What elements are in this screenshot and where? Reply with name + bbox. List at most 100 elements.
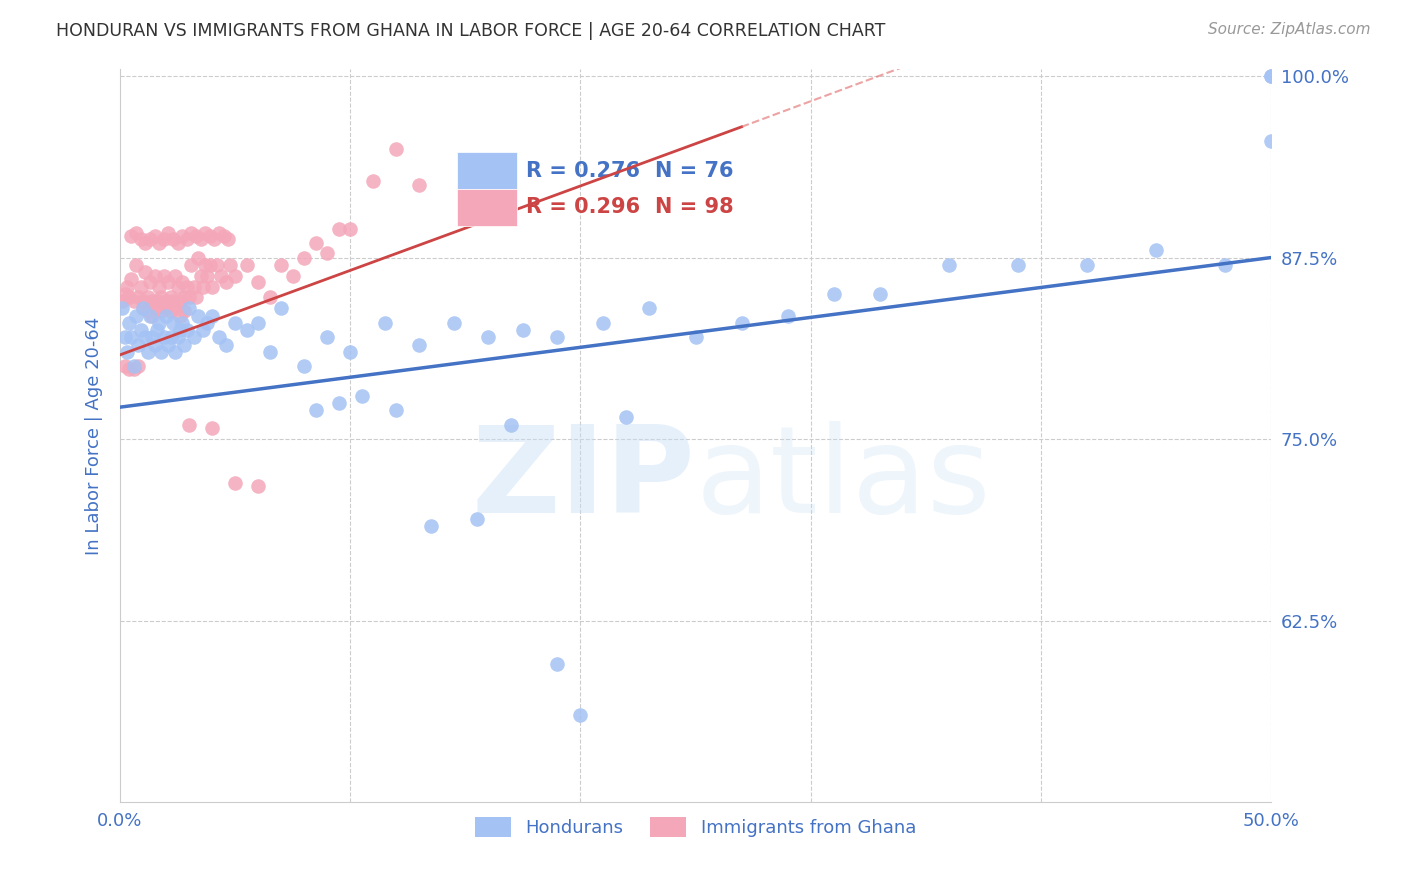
Point <box>191 323 214 337</box>
Point <box>198 258 221 272</box>
Point <box>187 251 209 265</box>
Point <box>177 290 200 304</box>
Point <box>1213 258 1236 272</box>
Point <box>143 228 166 243</box>
Point <box>385 142 408 156</box>
Point <box>121 330 143 344</box>
Point <box>328 221 350 235</box>
Point <box>592 316 614 330</box>
Point <box>212 228 235 243</box>
Point <box>385 403 408 417</box>
Point <box>305 235 328 250</box>
Point <box>730 316 752 330</box>
Point <box>823 286 845 301</box>
Point <box>247 316 270 330</box>
Point <box>122 359 145 374</box>
Point <box>155 301 177 316</box>
Point <box>136 304 159 318</box>
Text: HONDURAN VS IMMIGRANTS FROM GHANA IN LABOR FORCE | AGE 20-64 CORRELATION CHART: HONDURAN VS IMMIGRANTS FROM GHANA IN LAB… <box>56 22 886 40</box>
Point <box>190 269 212 284</box>
Point <box>136 345 159 359</box>
Point <box>148 235 170 250</box>
Point <box>219 258 242 272</box>
Point <box>173 337 195 351</box>
Point <box>152 232 174 246</box>
Point <box>152 330 174 344</box>
Point <box>350 388 373 402</box>
Point <box>166 279 188 293</box>
Point <box>162 294 184 309</box>
Point <box>194 226 217 240</box>
Point <box>477 330 499 344</box>
Point <box>139 309 162 323</box>
Point <box>224 269 246 284</box>
Point <box>155 309 177 323</box>
Point <box>235 258 257 272</box>
Point <box>173 304 195 318</box>
Point <box>134 330 156 344</box>
Point <box>136 290 159 304</box>
Point <box>201 309 224 323</box>
Point <box>685 330 707 344</box>
Point <box>869 286 891 301</box>
Point <box>202 232 225 246</box>
Point <box>169 294 191 309</box>
Point <box>247 275 270 289</box>
Point <box>184 228 207 243</box>
Point <box>176 279 198 293</box>
Point <box>180 258 202 272</box>
Point <box>127 359 149 374</box>
Point <box>201 420 224 434</box>
Point <box>121 272 143 286</box>
Point <box>172 228 194 243</box>
Point <box>180 226 202 240</box>
Point <box>146 301 169 316</box>
Point <box>177 417 200 432</box>
Point <box>1260 69 1282 83</box>
Point <box>281 269 304 284</box>
Point <box>187 309 209 323</box>
Point <box>776 309 799 323</box>
Point <box>127 290 149 304</box>
Point <box>339 345 361 359</box>
Point <box>259 290 281 304</box>
Point <box>616 410 638 425</box>
Point <box>201 279 224 293</box>
Point <box>191 279 214 293</box>
Point <box>224 316 246 330</box>
Point <box>208 330 231 344</box>
Point <box>122 362 145 376</box>
Point <box>316 246 339 260</box>
Point <box>129 232 152 246</box>
Point <box>146 323 169 337</box>
Point <box>148 316 170 330</box>
Point <box>165 269 187 284</box>
Point <box>569 708 592 723</box>
Point <box>159 330 181 344</box>
Point <box>118 362 141 376</box>
Point <box>141 309 163 323</box>
FancyBboxPatch shape <box>457 189 517 226</box>
Point <box>157 275 180 289</box>
Point <box>339 221 361 235</box>
Point <box>217 232 239 246</box>
Point <box>194 258 217 272</box>
Point <box>114 359 136 374</box>
Point <box>316 330 339 344</box>
Text: R = 0.276: R = 0.276 <box>526 161 640 181</box>
Point <box>152 269 174 284</box>
Point <box>465 512 488 526</box>
Point <box>183 279 205 293</box>
Y-axis label: In Labor Force | Age 20-64: In Labor Force | Age 20-64 <box>86 317 103 555</box>
Text: R = 0.296: R = 0.296 <box>526 197 641 218</box>
Point <box>172 316 194 330</box>
Point <box>169 309 191 323</box>
Point <box>114 286 136 301</box>
Text: ZIP: ZIP <box>472 421 696 538</box>
Point <box>150 345 173 359</box>
Point <box>215 275 238 289</box>
Text: atlas: atlas <box>696 421 991 538</box>
Point <box>157 337 180 351</box>
Point <box>177 301 200 316</box>
Point <box>143 269 166 284</box>
